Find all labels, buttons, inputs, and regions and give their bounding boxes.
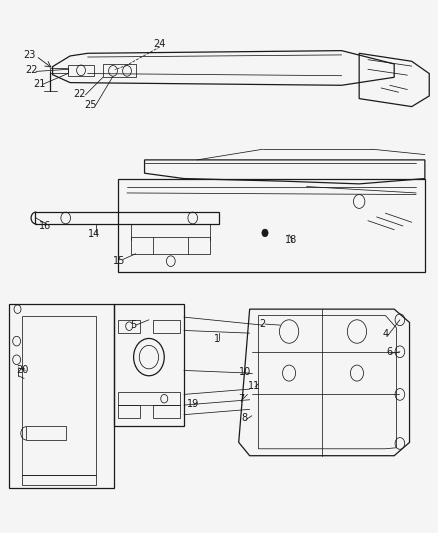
Text: 1: 1 <box>214 334 220 344</box>
Text: 18: 18 <box>285 236 297 245</box>
Text: 21: 21 <box>33 79 46 88</box>
Text: 19: 19 <box>187 399 199 409</box>
Text: 2: 2 <box>260 319 266 328</box>
Text: 8: 8 <box>241 413 247 423</box>
Text: 4: 4 <box>382 329 389 339</box>
Text: 7: 7 <box>238 394 244 403</box>
Text: 24: 24 <box>154 39 166 49</box>
Text: 11: 11 <box>248 381 260 391</box>
Text: 20: 20 <box>17 366 29 375</box>
Text: 10: 10 <box>239 367 251 377</box>
Text: 6: 6 <box>386 347 392 357</box>
Text: 5: 5 <box>131 320 137 330</box>
Text: 16: 16 <box>39 221 51 231</box>
Text: 15: 15 <box>113 256 125 265</box>
Text: 22: 22 <box>25 66 38 75</box>
Circle shape <box>262 229 268 237</box>
Text: 22: 22 <box>74 90 86 99</box>
Text: 23: 23 <box>24 51 36 60</box>
Text: 25: 25 <box>85 100 97 110</box>
Text: 14: 14 <box>88 229 100 239</box>
